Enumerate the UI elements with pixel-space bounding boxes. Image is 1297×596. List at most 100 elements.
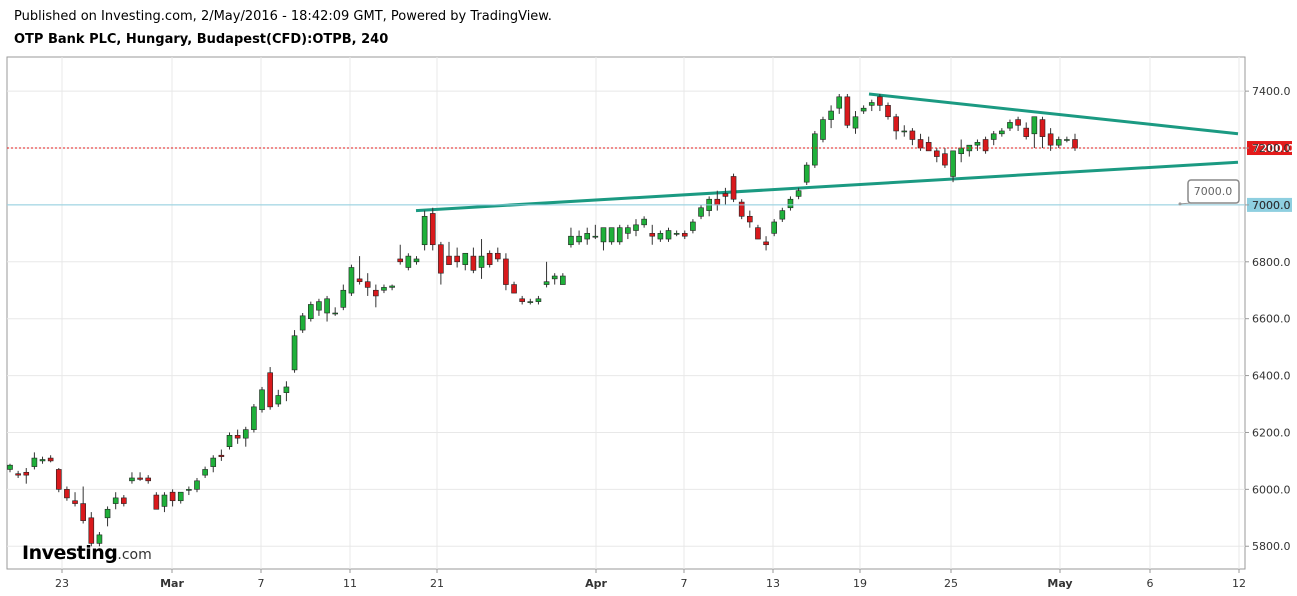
candle-body	[267, 372, 273, 408]
y-tick-label: 5800.0	[1252, 540, 1291, 553]
candle-body	[511, 284, 517, 294]
candle-body	[7, 464, 13, 470]
candle-body	[503, 258, 509, 285]
candle-body	[714, 198, 721, 206]
y-tick-label: 6600.0	[1252, 313, 1291, 326]
candle-body	[1015, 119, 1021, 126]
candle-body	[803, 164, 810, 183]
candle-body	[446, 255, 452, 265]
candle-body	[592, 235, 599, 238]
candle-body	[308, 304, 314, 319]
x-tick-label: 11	[343, 577, 357, 590]
candle-body	[15, 473, 21, 476]
candle-body	[177, 491, 184, 502]
callout-box	[1187, 179, 1240, 204]
x-tick-label: 23	[55, 577, 69, 590]
candle-body	[259, 389, 265, 411]
candle-body	[755, 227, 761, 240]
candle-body	[194, 480, 200, 490]
price-lines: 7200.0 7000.0 7000.0	[7, 141, 1295, 212]
candle-body	[23, 471, 30, 476]
candle-body	[779, 210, 786, 220]
candle-body	[364, 281, 371, 288]
callout-label: 7000.0	[1194, 185, 1233, 198]
candle-body	[234, 435, 241, 439]
candle-body	[226, 435, 233, 447]
candle-body	[494, 252, 501, 260]
x-tick-label: 25	[944, 577, 958, 590]
y-tick-label: 6000.0	[1252, 483, 1291, 496]
candle-body	[332, 312, 338, 315]
candle-body	[129, 477, 135, 482]
investing-logo: Investing.com	[22, 542, 152, 564]
candle-body	[299, 315, 306, 331]
candle-body	[80, 503, 86, 521]
candle-body	[316, 301, 322, 311]
candle-body	[641, 218, 647, 226]
candle-body	[438, 244, 444, 274]
candle-body	[486, 252, 493, 265]
candle-body	[1007, 122, 1013, 129]
x-axis: 23 Mar 7 11 21 Apr 7 13 19 25 May 6 12	[55, 569, 1246, 590]
candle-body	[860, 107, 867, 112]
candle-body	[373, 289, 379, 297]
x-tick-label: Apr	[585, 577, 607, 590]
candle-body	[763, 241, 769, 246]
candle-body	[169, 491, 176, 502]
logo-suffix: .com	[117, 547, 152, 563]
trendlines[interactable]	[415, 92, 1239, 213]
x-tick-label: 7	[681, 577, 688, 590]
candle-body	[568, 235, 574, 246]
candle-body	[55, 469, 62, 490]
x-tick-label: 13	[766, 577, 780, 590]
candle-body	[836, 96, 843, 109]
candle-body	[625, 227, 631, 234]
candle-body	[551, 275, 558, 280]
candle-body	[649, 233, 656, 237]
candle-body	[917, 139, 924, 149]
candle-body	[145, 477, 152, 482]
candle-body	[828, 110, 834, 120]
candle-body	[153, 494, 160, 510]
candle-body	[950, 150, 956, 177]
candle-body	[925, 142, 932, 152]
alert-badge	[1247, 197, 1292, 212]
last-price-badge	[1247, 141, 1292, 156]
published-caption: Published on Investing.com, 2/May/2016 -…	[14, 9, 552, 24]
candle-body	[747, 215, 753, 223]
logo-brand: Investing	[22, 542, 118, 564]
candle-body	[844, 96, 851, 126]
candle-body	[112, 497, 119, 504]
candle-body	[584, 233, 591, 240]
candle-body	[901, 130, 908, 133]
candle-body	[771, 221, 777, 234]
candle-body	[690, 221, 696, 231]
x-tick-label: 19	[853, 577, 867, 590]
y-tick-label: 6800.0	[1252, 256, 1291, 269]
candle-body	[681, 233, 688, 237]
y-tick-label: 7200.0	[1252, 142, 1291, 155]
alert-label: 7000.0	[1252, 199, 1291, 212]
candle-body	[161, 494, 168, 507]
candle-body	[974, 142, 981, 146]
candle-body	[1072, 139, 1078, 149]
x-tick-label: Mar	[160, 577, 184, 590]
candle-body	[1064, 139, 1070, 141]
y-tick-label: 6400.0	[1252, 370, 1291, 383]
candle-body	[202, 469, 208, 476]
candle-body	[942, 153, 948, 166]
candle-body	[982, 139, 989, 152]
candle-body	[608, 227, 615, 243]
candle-body	[852, 116, 859, 129]
candle-body	[665, 230, 672, 240]
plot-area[interactable]	[6, 56, 1246, 570]
y-tick-label: 6200.0	[1252, 426, 1291, 439]
candle-body	[429, 213, 436, 246]
candle-body	[186, 489, 192, 491]
candle-body	[1031, 116, 1038, 135]
last-price-label: 7200.0	[1252, 142, 1295, 155]
candles	[7, 93, 1078, 547]
candle-body	[324, 298, 330, 314]
candle-body	[999, 130, 1005, 135]
